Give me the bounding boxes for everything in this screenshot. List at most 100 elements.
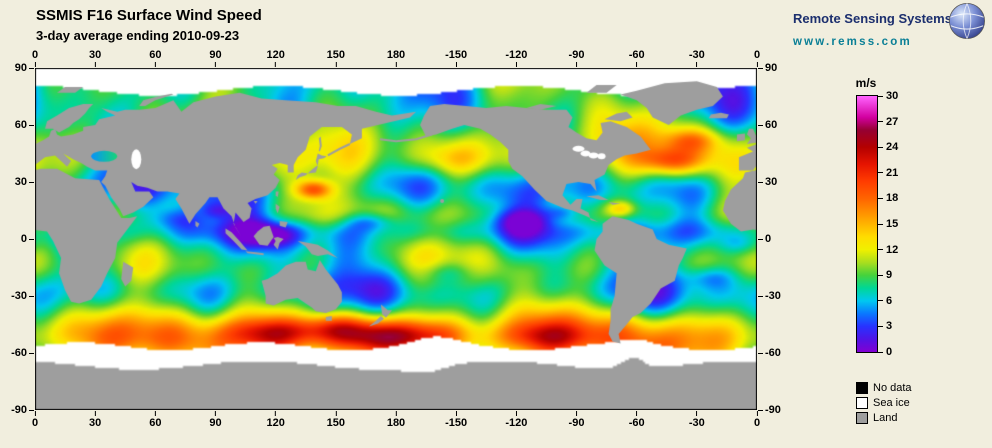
lon-tick-top: -90 xyxy=(568,49,585,67)
tick-mark xyxy=(878,223,883,225)
tick-mark xyxy=(576,62,577,67)
colorbar-tick: 3 xyxy=(878,320,892,332)
lon-tick-label: 120 xyxy=(266,417,285,429)
colorbar-tick-value: 0 xyxy=(886,346,893,358)
tick-mark xyxy=(29,409,34,411)
lat-tick-right: 30 xyxy=(758,176,777,188)
lon-tick-top: -120 xyxy=(505,49,527,67)
lat-tick-right: 0 xyxy=(758,233,771,245)
legend-item: No data xyxy=(856,381,912,395)
tick-mark xyxy=(758,67,763,69)
tick-mark xyxy=(335,411,337,416)
tick-mark xyxy=(29,352,34,354)
tick-mark xyxy=(758,124,763,126)
page-title: SSMIS F16 Surface Wind Speed xyxy=(36,7,262,24)
lat-tick-left: -60 xyxy=(11,347,34,359)
colorbar-tick: 0 xyxy=(878,346,892,358)
tick-mark xyxy=(878,95,883,97)
tick-mark xyxy=(29,238,34,240)
tick-mark xyxy=(94,62,96,67)
lon-tick-bottom: 0 xyxy=(32,411,38,429)
lon-tick-bottom: 90 xyxy=(209,411,222,429)
legend-item: Land xyxy=(856,411,912,425)
tick-mark xyxy=(34,62,36,67)
lon-tick-top: 0 xyxy=(754,49,760,67)
colorbar-tick-value: 12 xyxy=(886,243,899,256)
tick-mark xyxy=(878,300,883,302)
lat-tick-label: 0 xyxy=(20,233,27,245)
map-plot xyxy=(35,68,757,410)
colorbar-tick: 18 xyxy=(878,192,898,204)
colorbar-ticks: 30 27 24 21 18 15 12 9 6 3 0 xyxy=(878,90,918,358)
longitude-axis-top: 0 30 60 90 120 150 180 -150 -120 -90 -60 -30 0 xyxy=(31,49,760,67)
lon-tick-label: -30 xyxy=(688,417,705,429)
tick-mark xyxy=(154,62,156,67)
colorbar-tick: 24 xyxy=(878,141,898,153)
tick-mark xyxy=(515,411,517,416)
tick-mark xyxy=(395,411,397,416)
colorbar-tick: 12 xyxy=(878,244,898,256)
tick-mark xyxy=(455,411,457,416)
lon-tick-top: 60 xyxy=(149,49,161,67)
legend-swatch xyxy=(856,412,868,424)
colorbar-tick-value: 9 xyxy=(886,269,893,282)
colorbar-tick: 9 xyxy=(878,269,892,281)
tick-mark xyxy=(878,351,883,353)
lat-tick-right: 90 xyxy=(758,62,777,74)
lon-tick-top: 150 xyxy=(327,49,345,67)
lon-tick-top: -30 xyxy=(689,49,705,67)
colorbar-tick-value: 30 xyxy=(886,90,899,102)
lat-tick-right: -90 xyxy=(758,404,781,416)
lat-tick-label: 90 xyxy=(765,62,778,74)
lon-tick-label: -90 xyxy=(568,49,585,61)
lon-tick-label: -150 xyxy=(445,49,468,61)
legend-item: Sea ice xyxy=(856,396,912,410)
colorbar-tick: 30 xyxy=(878,90,898,102)
lon-tick-label: 0 xyxy=(753,417,761,429)
tick-mark xyxy=(878,172,883,174)
tick-mark xyxy=(696,411,698,416)
colorbar-tick: 15 xyxy=(878,218,898,230)
legend-label: No data xyxy=(873,382,912,394)
tick-mark xyxy=(758,238,763,240)
lon-tick-label: 180 xyxy=(386,417,406,429)
lon-tick-label: -60 xyxy=(628,49,645,61)
lat-tick-label: 30 xyxy=(14,176,27,188)
tick-mark xyxy=(215,62,216,67)
lon-tick-label: 0 xyxy=(31,417,39,429)
page-subtitle: 3-day average ending 2010-09-23 xyxy=(36,28,240,43)
tick-mark xyxy=(756,62,758,67)
tick-mark xyxy=(758,409,763,411)
latitude-axis-right: 90 60 30 0 -30 -60 -90 xyxy=(758,62,798,416)
tick-mark xyxy=(878,121,883,123)
lon-tick-bottom: 120 xyxy=(266,411,285,429)
tick-mark xyxy=(29,124,34,126)
lon-tick-bottom: 150 xyxy=(327,411,345,429)
tick-mark xyxy=(29,181,34,183)
latitude-axis-left: 90 60 30 0 -30 -60 -90 xyxy=(0,62,34,416)
lat-tick-label: -90 xyxy=(11,404,27,416)
legend-label: Land xyxy=(873,412,898,424)
lon-tick-bottom: 180 xyxy=(387,411,405,429)
colorbar xyxy=(856,95,878,353)
lon-tick-bottom: -90 xyxy=(569,411,584,429)
longitude-axis-bottom: 0 30 60 90 120 150 180 -150 -120 -90 -60 -30 0 xyxy=(32,411,761,429)
tick-mark xyxy=(756,411,758,416)
colorbar-tick-value: 3 xyxy=(886,320,893,333)
tick-mark xyxy=(395,62,397,67)
lon-tick-bottom: 60 xyxy=(149,411,161,429)
tick-mark xyxy=(878,325,883,327)
tick-mark xyxy=(29,295,34,297)
lat-tick-left: -30 xyxy=(11,290,34,302)
lon-tick-label: 150 xyxy=(326,49,346,61)
lon-tick-label: 0 xyxy=(753,49,761,61)
tick-mark xyxy=(878,249,883,251)
lon-tick-top: 30 xyxy=(89,49,101,67)
lon-tick-bottom: -150 xyxy=(445,411,467,429)
lon-tick-label: 0 xyxy=(31,49,39,61)
tick-mark xyxy=(455,62,457,67)
lat-tick-left: 90 xyxy=(15,62,34,74)
lon-tick-label: 30 xyxy=(89,49,102,61)
tick-mark xyxy=(215,411,216,416)
